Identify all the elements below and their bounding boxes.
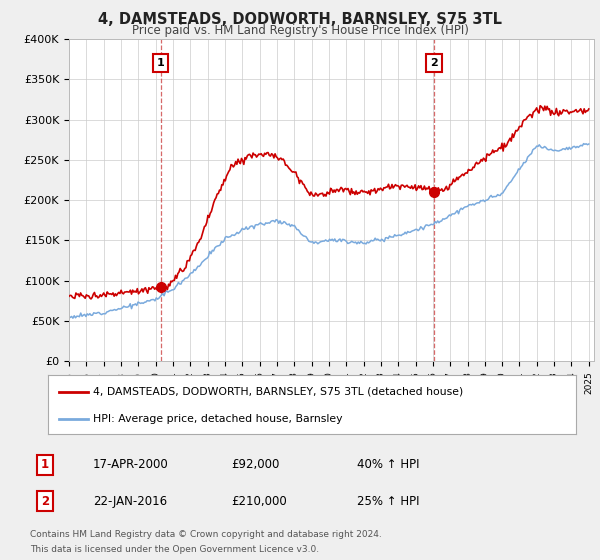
Text: 2: 2 bbox=[430, 58, 438, 68]
Text: Price paid vs. HM Land Registry's House Price Index (HPI): Price paid vs. HM Land Registry's House … bbox=[131, 24, 469, 37]
Text: 25% ↑ HPI: 25% ↑ HPI bbox=[357, 494, 419, 508]
Text: 1: 1 bbox=[41, 458, 49, 472]
Text: 40% ↑ HPI: 40% ↑ HPI bbox=[357, 458, 419, 472]
Text: 2: 2 bbox=[41, 494, 49, 508]
Text: This data is licensed under the Open Government Licence v3.0.: This data is licensed under the Open Gov… bbox=[30, 545, 319, 554]
Text: 22-JAN-2016: 22-JAN-2016 bbox=[93, 494, 167, 508]
Text: £210,000: £210,000 bbox=[231, 494, 287, 508]
Text: Contains HM Land Registry data © Crown copyright and database right 2024.: Contains HM Land Registry data © Crown c… bbox=[30, 530, 382, 539]
Text: 17-APR-2000: 17-APR-2000 bbox=[93, 458, 169, 472]
Text: 4, DAMSTEADS, DODWORTH, BARNSLEY, S75 3TL (detached house): 4, DAMSTEADS, DODWORTH, BARNSLEY, S75 3T… bbox=[93, 386, 463, 396]
Text: £92,000: £92,000 bbox=[231, 458, 280, 472]
Text: 1: 1 bbox=[157, 58, 164, 68]
Text: 4, DAMSTEADS, DODWORTH, BARNSLEY, S75 3TL: 4, DAMSTEADS, DODWORTH, BARNSLEY, S75 3T… bbox=[98, 12, 502, 27]
Text: HPI: Average price, detached house, Barnsley: HPI: Average price, detached house, Barn… bbox=[93, 414, 343, 424]
